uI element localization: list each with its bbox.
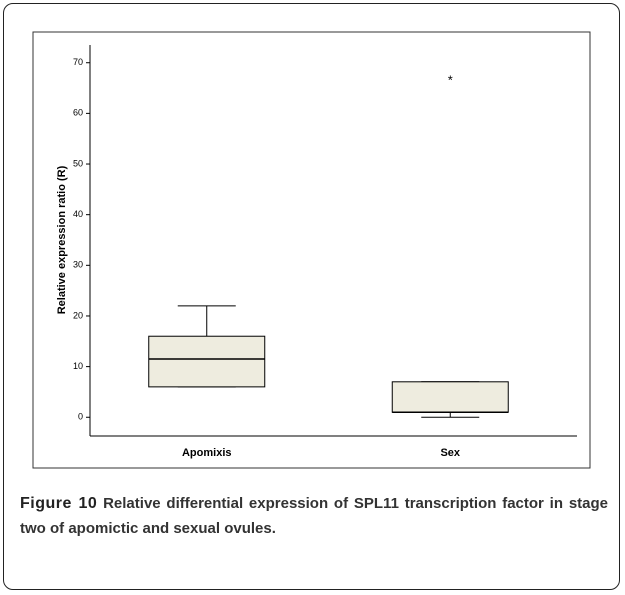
outlier: * — [448, 72, 453, 87]
y-tick-label: 10 — [73, 361, 83, 371]
y-tick-label: 50 — [73, 158, 83, 168]
y-tick-label: 70 — [73, 57, 83, 67]
y-tick-label: 30 — [73, 260, 83, 270]
caption-label: Figure 10 — [20, 495, 98, 512]
caption-text: Relative differential expression of SPL1… — [20, 495, 609, 537]
y-tick-label: 20 — [73, 310, 83, 320]
y-axis-label: Relative expression ratio (R) — [56, 165, 68, 314]
y-tick-label: 0 — [78, 412, 83, 422]
x-tick-label: Apomixis — [182, 447, 232, 459]
box — [148, 335, 266, 388]
y-tick-label: 40 — [73, 209, 83, 219]
caption: Figure 10 Relative differential expressi… — [20, 491, 608, 541]
y-tick-label: 60 — [73, 108, 83, 118]
box — [391, 381, 509, 413]
figure-border — [3, 3, 620, 590]
plot-frame — [32, 31, 591, 469]
chart: Relative expression ratio (R) 0 10 20 30 40 5… — [32, 31, 591, 469]
x-tick-label: Sex — [440, 447, 460, 459]
